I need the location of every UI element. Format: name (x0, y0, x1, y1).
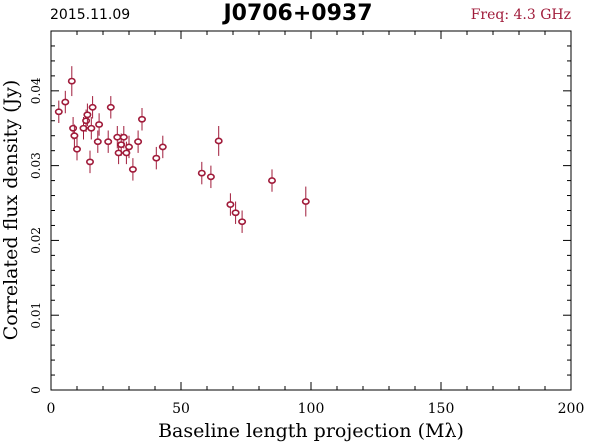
data-point (93, 138, 102, 146)
data-point (267, 177, 276, 184)
data-point (67, 77, 76, 85)
data-point (113, 133, 122, 141)
source-title: J0706+0937 (221, 1, 372, 26)
y-tick-label: 0.01 (29, 302, 43, 329)
data-point (128, 165, 137, 173)
frequency-label: Freq: 4.3 GHz (471, 7, 571, 23)
data-point (73, 145, 82, 153)
data-point (138, 115, 147, 123)
data-point (61, 98, 70, 106)
data-point (301, 198, 310, 205)
data-point (106, 103, 115, 111)
data-point (117, 141, 126, 149)
data-point (82, 117, 91, 125)
data-point (83, 111, 92, 119)
y-tick-label: 0.03 (29, 152, 43, 179)
data-point (86, 158, 95, 166)
data-point (70, 132, 79, 140)
data-point (119, 133, 128, 141)
y-axis-label: Correlated flux density (Jy) (0, 80, 22, 341)
data-point (114, 149, 123, 157)
plot-frame (50, 30, 572, 391)
data-point (197, 169, 206, 177)
x-axis-label: Baseline length projection (Mλ) (158, 420, 464, 442)
x-tick-label: 50 (172, 401, 190, 417)
data-point (214, 137, 223, 145)
data-point (88, 103, 97, 111)
x-tick-label: 200 (558, 401, 585, 417)
data-point (158, 143, 167, 151)
data-point (79, 124, 88, 132)
x-tick-label: 150 (428, 401, 455, 417)
observation-date: 2015.11.09 (50, 7, 130, 23)
y-tick-label: 0 (29, 386, 43, 394)
data-point (206, 173, 215, 181)
data-point (231, 209, 240, 217)
data-point (125, 143, 134, 151)
data-point (226, 201, 235, 208)
data-point (122, 149, 131, 157)
axes: 0 50 100 150 200 0 0.01 0.02 0.03 0.04 (29, 30, 585, 417)
data-point (238, 218, 247, 226)
data-point (152, 154, 161, 162)
y-tick-label: 0.04 (29, 77, 43, 104)
data-points (54, 66, 310, 233)
data-point (54, 108, 63, 116)
x-tick-label: 0 (47, 401, 56, 417)
data-point (104, 138, 113, 146)
x-tick-label: 100 (298, 401, 325, 417)
data-point (134, 138, 143, 146)
data-point (69, 124, 78, 132)
y-tick-label: 0.02 (29, 227, 43, 254)
data-point (95, 121, 104, 128)
data-point (87, 124, 96, 132)
